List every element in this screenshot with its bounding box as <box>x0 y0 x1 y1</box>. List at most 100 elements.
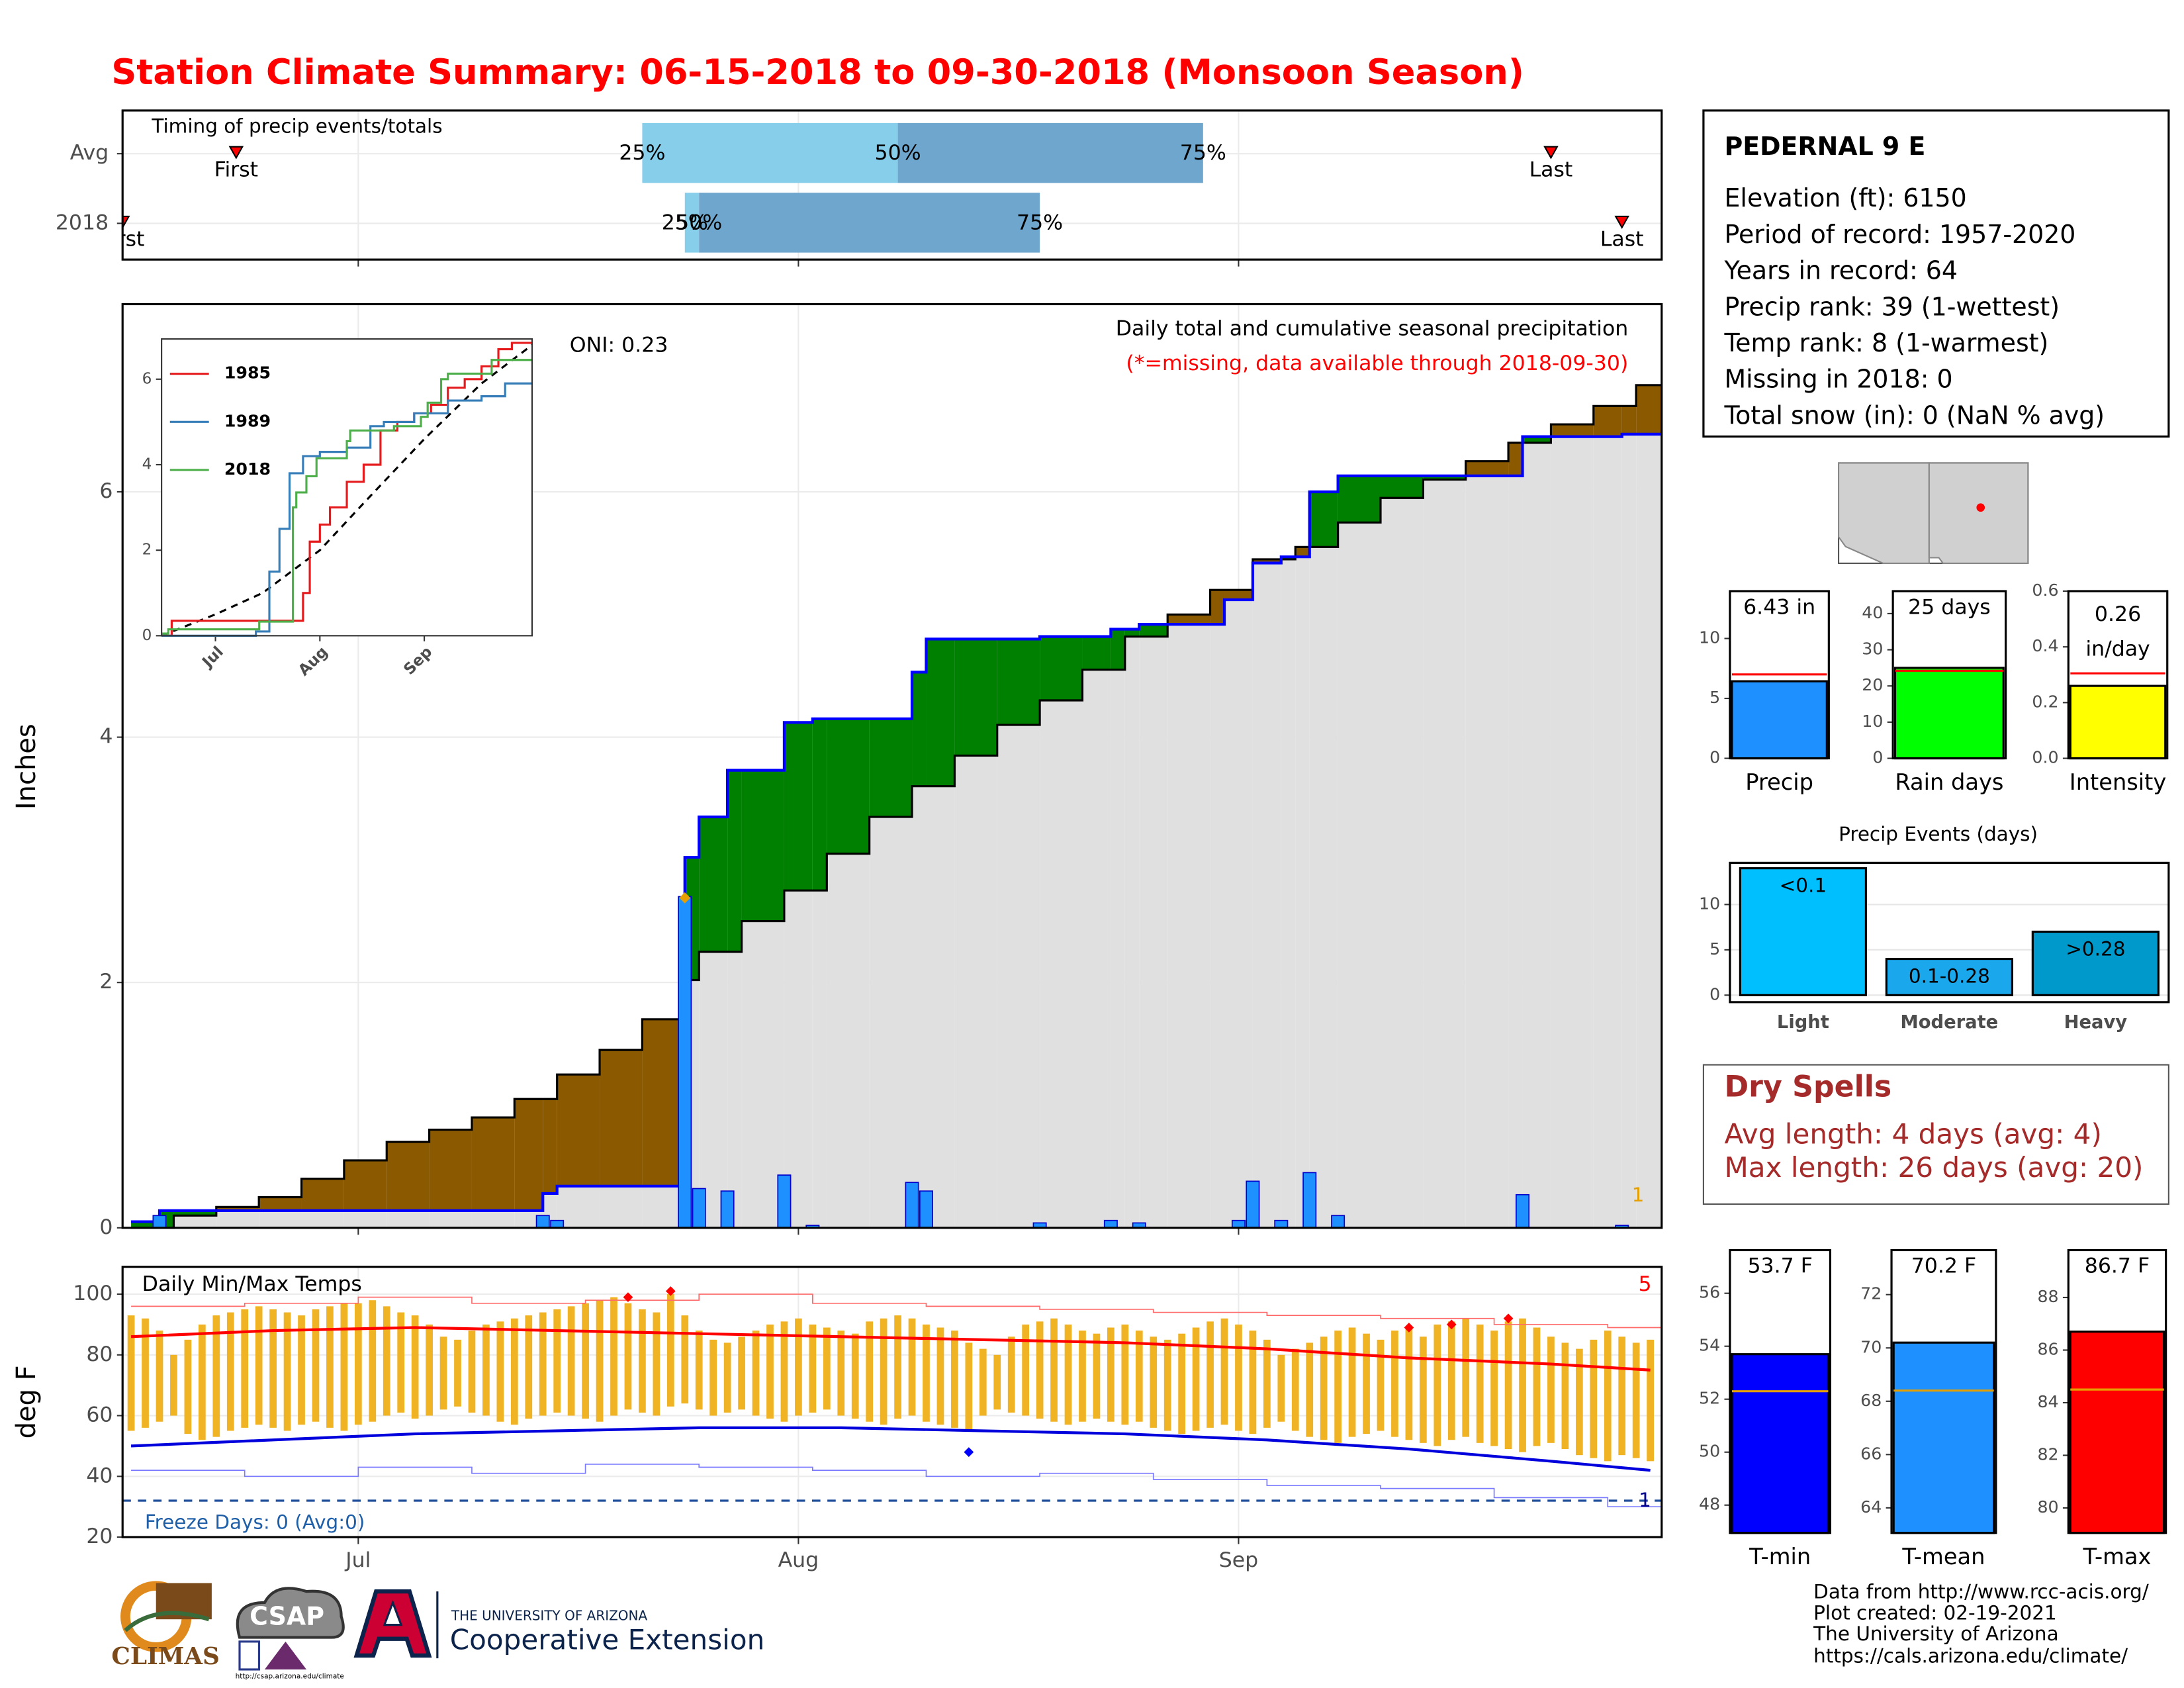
event-marker <box>228 146 244 160</box>
footer-line: https://cals.arizona.edu/climate/ <box>1813 1645 2128 1667</box>
base-fill <box>216 1210 259 1228</box>
surplus-fill <box>997 639 1040 726</box>
base-fill <box>1338 522 1381 1228</box>
base-fill <box>1508 475 1523 1228</box>
record-marker <box>1446 1319 1457 1330</box>
temp-range-bar <box>1163 1339 1171 1431</box>
deficit-fill <box>1621 406 1637 434</box>
record-count: 1 <box>1639 1489 1651 1511</box>
y-tick-label: 54 <box>1699 1336 1720 1355</box>
record-line <box>131 1293 1662 1329</box>
surplus-fill <box>1309 491 1338 547</box>
base-fill <box>741 921 784 1228</box>
temp-range-bar <box>1547 1336 1555 1443</box>
csap-text: CSAP <box>250 1602 324 1631</box>
station-name: PEDERNAL 9 E <box>1724 132 1925 161</box>
deficit-fill <box>600 1050 643 1186</box>
freeze-annotation: Freeze Days: 0 (Avg:0) <box>145 1511 365 1533</box>
climas-text: CLIMAS <box>111 1642 220 1670</box>
temp-range-bar <box>681 1315 689 1404</box>
temp-range-bar <box>567 1306 575 1416</box>
y-tick-label: 0 <box>142 627 152 644</box>
quartile-label: 50% <box>875 141 921 165</box>
page-title: Station Climate Summary: 06-15-2018 to 0… <box>111 52 1524 93</box>
temp-range-bar <box>170 1354 177 1416</box>
y-tick-label: 72 <box>1860 1284 1882 1303</box>
surplus-fill <box>912 672 927 786</box>
csap-logo: CSAP http://csap.arizona.edu/climate <box>236 1587 345 1680</box>
dry-spells-line: Max length: 26 days (avg: 20) <box>1724 1151 2143 1184</box>
base-fill <box>343 1210 387 1228</box>
deficit-fill <box>1252 559 1281 563</box>
y-tick-label: 20 <box>86 1524 113 1548</box>
average-line <box>130 1326 1651 1372</box>
temp-range-bar <box>1334 1331 1342 1443</box>
quartile-label: 25% <box>619 141 665 165</box>
y-tick-label: 0.4 <box>2032 636 2058 655</box>
event-label: First <box>101 228 144 252</box>
temp-range-bar <box>837 1331 845 1416</box>
deficit-fill <box>301 1178 344 1211</box>
inset-frame <box>161 338 533 637</box>
temp-range-bar <box>1235 1324 1242 1431</box>
temp-range-bar <box>752 1331 760 1416</box>
bar <box>2069 1331 2165 1534</box>
panel-frame <box>1890 1248 1997 1534</box>
temp-range-bar <box>142 1318 149 1428</box>
deficit-fill <box>543 1099 557 1194</box>
temp-range-bar <box>795 1318 802 1416</box>
temp-range-bar <box>184 1339 192 1434</box>
temp-range-bar <box>908 1318 916 1416</box>
temp-range-bar <box>923 1324 930 1422</box>
base-fill <box>1636 434 1662 1228</box>
bin-label: <0.1 <box>1780 874 1827 896</box>
temp-range-bar <box>1405 1327 1413 1440</box>
surplus-fill <box>727 770 742 952</box>
base-fill <box>1593 436 1622 1228</box>
daily-bar <box>919 1190 933 1229</box>
legend-label: 1989 <box>224 411 271 430</box>
bar <box>1885 957 2013 996</box>
unit-label: in/day <box>2085 637 2150 661</box>
temp-range-bar <box>936 1327 944 1425</box>
surplus-fill <box>1111 629 1125 670</box>
temp-range-bar <box>1079 1331 1086 1422</box>
temp-range-bar <box>1192 1327 1200 1431</box>
y-tick-label: 66 <box>1860 1444 1882 1463</box>
temp-range-bar <box>1107 1327 1115 1422</box>
deficit-fill <box>1593 406 1622 437</box>
base-fill <box>1465 475 1509 1228</box>
legend-label: 2018 <box>224 459 271 479</box>
y-tick-label: 64 <box>1860 1497 1882 1517</box>
y-tick-label: 68 <box>1860 1391 1882 1410</box>
quartile-bar <box>642 122 898 183</box>
temp-range-bar <box>1462 1318 1470 1437</box>
record-count: 5 <box>1638 1272 1651 1296</box>
base-fill <box>1295 557 1310 1228</box>
temp-range-bar <box>993 1354 1001 1410</box>
surplus-fill <box>741 770 784 921</box>
temp-range-bar <box>1590 1339 1598 1458</box>
dry-spells-line: Avg length: 4 days (avg: 4) <box>1724 1117 2101 1150</box>
y-tick-label: 2 <box>142 541 152 559</box>
temp-range-bar <box>198 1324 206 1440</box>
base-fill <box>471 1210 515 1228</box>
temp-range-bar <box>312 1309 320 1422</box>
deficit-fill <box>1295 547 1310 557</box>
base-fill <box>429 1210 472 1228</box>
temp-range-bar <box>951 1331 958 1428</box>
temp-range-bar <box>1007 1336 1015 1413</box>
daily-bar <box>720 1190 735 1229</box>
station-line: Missing in 2018: 0 <box>1724 365 1952 394</box>
temp-range-bar <box>1178 1333 1186 1434</box>
temp-range-bar <box>723 1342 731 1413</box>
bar <box>1739 867 1867 996</box>
temp-range-bar <box>1263 1339 1271 1428</box>
quartile-bar <box>897 122 1203 183</box>
climas-logo: CLIMAS <box>111 1581 220 1670</box>
daily-bar <box>1274 1219 1289 1229</box>
category-label: Rain days <box>1895 769 2003 795</box>
y-tick-label: 6 <box>142 370 152 387</box>
category-label: Intensity <box>2070 769 2167 795</box>
